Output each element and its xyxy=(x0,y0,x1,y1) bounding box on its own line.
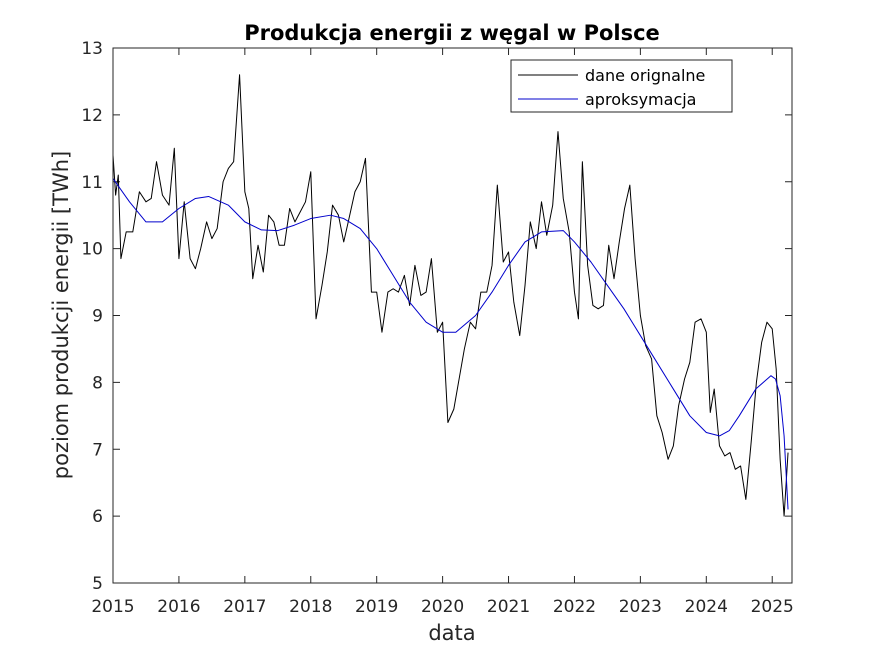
axis-ticks: 2015 2016 2017 2018 2019 2020 2021 2022 2023 2024… xyxy=(81,39,793,617)
y-tick-label: 5 xyxy=(92,574,103,594)
x-tick-label: 2023 xyxy=(619,597,662,617)
x-tick-label: 2018 xyxy=(289,597,332,617)
x-axis-label: data xyxy=(428,621,475,645)
chart-title: Produkcja energii z węgal w Polsce xyxy=(244,21,660,45)
y-tick-label: 8 xyxy=(92,373,103,393)
plot-area-frame xyxy=(112,47,793,584)
legend-label-1: aproksymacja xyxy=(585,90,696,109)
x-tick-label: 2024 xyxy=(685,597,728,617)
x-tick-label: 2015 xyxy=(91,597,134,617)
x-tick-label: 2021 xyxy=(487,597,530,617)
y-tick-label: 11 xyxy=(81,173,103,193)
series-line-1 xyxy=(112,178,789,510)
x-tick-label: 2020 xyxy=(421,597,464,617)
y-tick-label: 6 xyxy=(92,507,103,527)
x-tick-label: 2017 xyxy=(223,597,266,617)
y-tick-label: 9 xyxy=(92,307,103,327)
y-axis-label: poziom produkcji energii [TWh] xyxy=(49,151,73,479)
legend-box xyxy=(510,59,733,113)
series-line-0 xyxy=(112,74,789,517)
x-tick-label: 2022 xyxy=(553,597,596,617)
x-tick-label: 2019 xyxy=(355,597,398,617)
y-tick-label: 10 xyxy=(81,240,103,260)
y-tick-label: 13 xyxy=(81,39,103,59)
x-tick-label: 2016 xyxy=(157,597,200,617)
y-tick-label: 12 xyxy=(81,106,103,126)
legend: dane orignalne aproksymacja xyxy=(510,59,733,113)
series-layer xyxy=(112,74,789,517)
y-tick-label: 7 xyxy=(92,440,103,460)
legend-label-0: dane orignalne xyxy=(585,66,705,85)
x-tick-label: 2025 xyxy=(751,597,794,617)
